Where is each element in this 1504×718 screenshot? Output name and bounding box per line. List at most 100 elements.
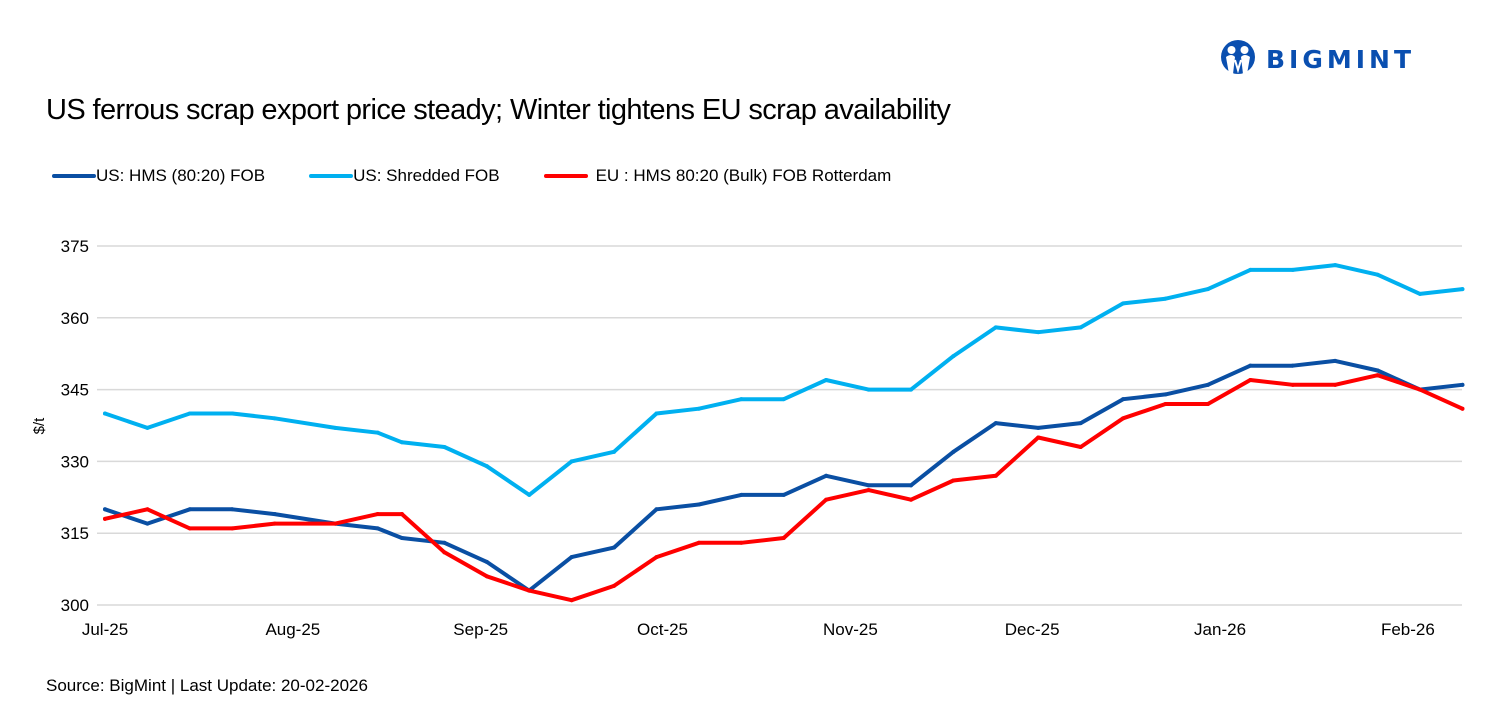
series-line-2: [103, 373, 1465, 603]
legend: US: HMS (80:20) FOB US: Shredded FOB EU …: [52, 166, 935, 186]
x-tick-label: Aug-25: [265, 620, 320, 639]
data-point: [1460, 382, 1465, 387]
data-point: [230, 411, 235, 416]
data-point: [1290, 382, 1295, 387]
data-point: [103, 516, 107, 521]
y-tick-label: 345: [61, 381, 89, 400]
source-note: Source: BigMint | Last Update: 20-02-202…: [46, 676, 368, 695]
data-point: [187, 526, 192, 531]
data-point: [1121, 416, 1126, 421]
legend-label: US: Shredded FOB: [353, 166, 500, 185]
data-point: [375, 512, 380, 517]
data-point: [484, 574, 489, 579]
data-point: [399, 512, 404, 517]
data-point: [1078, 421, 1083, 426]
data-point: [1163, 392, 1168, 397]
data-point: [1078, 325, 1083, 330]
data-point: [442, 550, 447, 555]
data-point: [187, 507, 192, 512]
data-point: [908, 497, 913, 502]
data-point: [1036, 330, 1041, 335]
data-point: [145, 521, 150, 526]
data-point: [103, 411, 107, 416]
data-point: [866, 483, 871, 488]
bigmint-logo-icon: [1221, 40, 1255, 74]
data-point: [1248, 267, 1253, 272]
data-point: [375, 430, 380, 435]
data-point: [1460, 287, 1465, 292]
data-point: [1418, 291, 1423, 296]
data-point: [1375, 272, 1380, 277]
data-point: [1333, 358, 1338, 363]
bigmint-logo-text: BIGMINT: [1266, 44, 1416, 74]
data-point: [569, 598, 574, 603]
data-point: [1248, 363, 1253, 368]
data-point: [272, 416, 277, 421]
data-point: [187, 411, 192, 416]
chart-title: US ferrous scrap export price steady; Wi…: [46, 94, 951, 126]
data-point: [1333, 263, 1338, 268]
data-point: [1290, 267, 1295, 272]
data-point: [908, 387, 913, 392]
y-tick-label: 375: [61, 237, 89, 256]
y-tick-label: 330: [61, 452, 89, 471]
data-point: [612, 583, 617, 588]
data-point: [993, 325, 998, 330]
data-point: [145, 507, 150, 512]
data-point: [569, 459, 574, 464]
x-tick-label: Sep-25: [453, 620, 508, 639]
data-point: [527, 492, 532, 497]
data-point: [527, 588, 532, 593]
legend-label: EU : HMS 80:20 (Bulk) FOB Rotterdam: [595, 166, 892, 185]
data-point: [442, 445, 447, 450]
x-tick-label: Jan-26: [1194, 620, 1246, 639]
x-tick-label: Oct-25: [637, 620, 688, 639]
y-tick-label: 315: [61, 524, 89, 543]
bigmint-logo: BIGMINT: [1220, 38, 1415, 80]
data-point: [1333, 382, 1338, 387]
data-point: [612, 545, 617, 550]
data-point: [1121, 301, 1126, 306]
data-point: [272, 512, 277, 517]
data-point: [333, 425, 338, 430]
data-point: [993, 473, 998, 478]
data-point: [908, 483, 913, 488]
data-point: [1205, 382, 1210, 387]
legend-label: US: HMS (80:20) FOB: [96, 166, 266, 185]
data-point: [399, 535, 404, 540]
data-point: [1375, 373, 1380, 378]
data-point: [781, 535, 786, 540]
legend-item-us-hms: US: HMS (80:20) FOB: [52, 166, 265, 186]
y-tick-label: 360: [61, 309, 89, 328]
data-point: [1036, 425, 1041, 430]
data-point: [739, 540, 744, 545]
data-point: [993, 421, 998, 426]
x-tick-label: Jul-25: [82, 620, 128, 639]
data-point: [484, 559, 489, 564]
data-point: [866, 488, 871, 493]
y-tick-label: 300: [61, 596, 89, 615]
data-point: [951, 354, 956, 359]
legend-swatch: [52, 174, 96, 178]
data-point: [654, 555, 659, 560]
data-point: [272, 521, 277, 526]
data-point: [739, 492, 744, 497]
data-point: [1163, 296, 1168, 301]
series-line-0: [103, 358, 1465, 593]
legend-item-us-shredded: US: Shredded FOB: [309, 166, 500, 186]
data-point: [696, 406, 701, 411]
data-point: [739, 397, 744, 402]
data-point: [1205, 287, 1210, 292]
data-point: [1460, 406, 1465, 411]
data-point: [824, 378, 829, 383]
data-point: [781, 492, 786, 497]
data-point: [1290, 363, 1295, 368]
data-point: [1375, 368, 1380, 373]
data-point: [654, 507, 659, 512]
data-point: [951, 449, 956, 454]
data-point: [103, 507, 107, 512]
data-point: [1248, 378, 1253, 383]
data-point: [442, 540, 447, 545]
data-point: [781, 397, 786, 402]
legend-swatch: [543, 174, 588, 178]
